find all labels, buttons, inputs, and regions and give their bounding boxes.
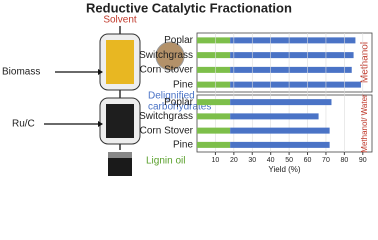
biomass-label: Biomass <box>2 67 40 78</box>
bar-segment <box>197 99 231 106</box>
bar-segment <box>197 113 231 120</box>
x-tick-label: 80 <box>340 157 348 164</box>
bar-segment <box>230 81 361 88</box>
y-tick-label: Pine <box>173 79 193 90</box>
bar-segment <box>230 37 356 44</box>
y-tick-label: Corn Stover <box>140 65 194 76</box>
x-tick-label: 90 <box>359 157 367 164</box>
bar-segment <box>230 141 330 148</box>
y-tick-label: Switchgrass <box>139 50 193 61</box>
catalyst-label: Ru/C <box>12 119 35 130</box>
bar-segment <box>197 37 231 44</box>
solvent-label: Solvent <box>103 15 137 26</box>
figure: Reductive Catalytic Fractionation Solven… <box>2 0 373 176</box>
carbohydrates-label: Delignified <box>148 91 195 102</box>
panel-label: Methanol <box>360 42 371 83</box>
y-tick-label: Poplar <box>164 97 194 108</box>
bar-segment <box>197 141 231 148</box>
x-axis-label: Yield (%) <box>268 165 300 174</box>
bar-segment <box>230 66 352 73</box>
x-tick-label: 40 <box>267 157 275 164</box>
lignin-oil-label: Lignin oil <box>146 156 185 167</box>
x-tick-label: 50 <box>285 157 293 164</box>
bar-segment <box>230 52 354 59</box>
y-tick-label: Corn Stover <box>140 125 194 136</box>
bar-segment <box>197 81 231 88</box>
x-tick-label: 60 <box>304 157 312 164</box>
x-tick-label: 70 <box>322 157 330 164</box>
figure-title: Reductive Catalytic Fractionation <box>86 0 292 15</box>
bar-segment <box>230 127 330 134</box>
bar-segment <box>197 52 231 59</box>
y-tick-label: Pine <box>173 140 193 151</box>
bar-segment <box>197 127 231 134</box>
reactor-schematic <box>44 26 185 176</box>
plot-frame <box>196 94 373 153</box>
panel-label: Methanol/ Water <box>360 94 369 153</box>
carbohydrates-label: carbohydrates <box>148 102 211 113</box>
y-tick-label: Poplar <box>164 35 194 46</box>
bar-segment <box>230 99 332 106</box>
bar-segment <box>230 113 319 120</box>
x-tick-label: 30 <box>248 157 256 164</box>
x-tick-label: 20 <box>230 157 238 164</box>
bar-segment <box>197 66 231 73</box>
y-tick-label: Switchgrass <box>139 111 193 122</box>
plot-frame <box>196 32 373 93</box>
x-tick-label: 10 <box>212 157 220 164</box>
